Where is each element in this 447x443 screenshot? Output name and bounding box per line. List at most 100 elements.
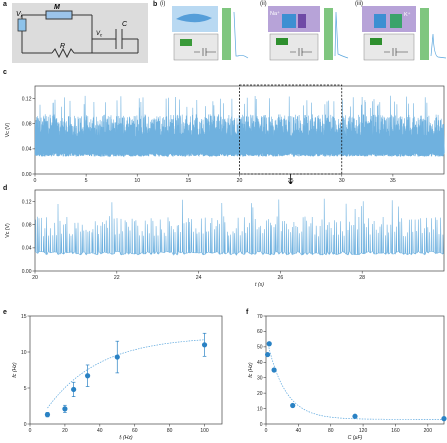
panel-letter-c: c (3, 69, 7, 76)
data-point (266, 341, 272, 347)
panel-b-label-ii: (ii) (260, 1, 267, 7)
y-tick-label: 0 (24, 422, 27, 428)
x-tick-label: 24 (196, 275, 202, 281)
label-vi: Vi (16, 11, 23, 20)
y-tick-label: 20 (257, 391, 263, 397)
y-tick-label: 15 (21, 314, 27, 320)
y-tick-label: 0.00 (22, 269, 32, 275)
panel-letter-a: a (3, 1, 7, 8)
membrane-cartoon-iii (362, 6, 416, 32)
x-tick-label: 22 (114, 275, 120, 281)
label-vc: Vc (96, 31, 103, 38)
green-bar-iii (420, 8, 429, 60)
ion-label-k: K⁺ (404, 11, 411, 18)
label-m: M (54, 4, 60, 11)
zoom-arrow-head (288, 182, 293, 184)
y-axis-label: Vᴄ (V) (5, 223, 11, 238)
y-tick-label: 50 (257, 345, 263, 351)
x-tick-label: 200 (424, 428, 433, 434)
panel-letter-f: f (246, 309, 249, 316)
voltage-trace-line (35, 198, 444, 256)
fit-curve (267, 342, 444, 420)
resistor-symbol (51, 47, 75, 59)
x-axis-label: fᵢ (Hz) (119, 435, 133, 441)
panel-b-illustration-i (172, 6, 249, 61)
circuit-schematic: Vi M R C Vc (12, 3, 148, 63)
y-tick-label: 10 (21, 350, 27, 356)
data-point (62, 406, 68, 412)
panel-b-illustration-ii: Na⁺ (268, 6, 349, 61)
y-axis-label: Vᴄ (V) (5, 123, 11, 138)
x-tick-label: 10 (134, 178, 140, 184)
data-point (114, 354, 120, 360)
y-tick-label: 0 (260, 422, 263, 428)
y-axis-label: fᴄ (Hz) (248, 362, 254, 378)
x-tick-label: 26 (278, 275, 284, 281)
memristor-symbol (45, 10, 73, 20)
panel-letter-b: b (153, 1, 158, 8)
circuit-thumbnail-ii (269, 33, 319, 61)
data-point (201, 342, 208, 348)
x-tick-label: 120 (359, 428, 368, 434)
panel-letter-d: d (3, 185, 8, 192)
y-tick-label: 40 (257, 360, 263, 366)
panel-b-label-i: (i) (160, 1, 166, 7)
data-point (71, 386, 77, 393)
y-tick-label: 0.12 (22, 96, 32, 102)
data-point (85, 373, 91, 379)
y-tick-label: 0.08 (22, 122, 32, 128)
x-tick-label: 40 (97, 428, 103, 434)
x-tick-label: 30 (339, 178, 345, 184)
panel-letter-e: e (3, 309, 7, 316)
x-axis-label: t (s) (255, 282, 264, 288)
panel-b-illustration-iii: K⁺ (362, 6, 447, 61)
voltage-trace-chart-zoom: 20 22 24 26 28 0.00 0.04 0.08 0.12 Vᴄ (V) t (s) (5, 189, 445, 288)
y-tick-label: 60 (257, 329, 263, 335)
data-point (265, 351, 271, 358)
x-tick-label: 5 (85, 178, 88, 184)
panel-b-label-iii: (iii) (355, 1, 363, 7)
plot-frame (34, 189, 445, 272)
x-tick-label: 60 (132, 428, 138, 434)
ion-label-na: Na⁺ (270, 10, 280, 17)
data-point (441, 416, 447, 422)
frequency-vs-capacitance-chart: 0 40 80 120 160 200 0 10 20 30 40 50 60 70 fᴄ (Hz) C (µ… (248, 314, 447, 441)
data-point (271, 367, 277, 373)
y-tick-label: 5 (24, 386, 27, 392)
circuit-thumbnail-iii (363, 33, 415, 61)
x-tick-label: 80 (167, 428, 173, 434)
y-tick-label: 0.04 (22, 246, 32, 252)
x-tick-label: 20 (62, 428, 68, 434)
plot-frame (29, 315, 223, 425)
y-axis-label: fᴄ (Hz) (12, 362, 18, 378)
plot-frame (265, 315, 445, 425)
x-tick-label: 0 (265, 428, 268, 434)
x-tick-label: 35 (390, 178, 396, 184)
data-point (290, 402, 296, 409)
frequency-vs-input-chart: 0 20 40 60 80 100 0 5 10 15 fᴄ (Hz) fᵢ (Hz) (12, 314, 223, 441)
x-tick-label: 0 (34, 178, 37, 184)
x-axis-label: C (µF) (348, 435, 363, 441)
y-tick-label: 30 (257, 376, 263, 382)
circuit-thumbnail-i (173, 33, 219, 61)
green-bar-i (222, 8, 231, 60)
x-tick-label: 80 (328, 428, 334, 434)
x-tick-label: 20 (237, 178, 243, 184)
y-tick-label: 10 (257, 406, 263, 412)
x-tick-label: 20 (32, 275, 38, 281)
x-tick-label: 100 (200, 428, 209, 434)
green-bar-ii (324, 8, 333, 60)
y-tick-label: 0.00 (22, 172, 32, 178)
data-point (352, 413, 358, 419)
y-tick-label: 70 (257, 314, 263, 320)
x-tick-label: 15 (185, 178, 191, 184)
y-tick-label: 0.12 (22, 199, 32, 205)
circuit-background (12, 3, 148, 63)
y-tick-label: 0.04 (22, 147, 32, 153)
input-source-symbol (17, 18, 27, 32)
label-c: C (122, 21, 128, 28)
label-r: R (60, 43, 65, 50)
y-tick-label: 0.08 (22, 223, 32, 229)
fit-curve (47, 339, 205, 409)
